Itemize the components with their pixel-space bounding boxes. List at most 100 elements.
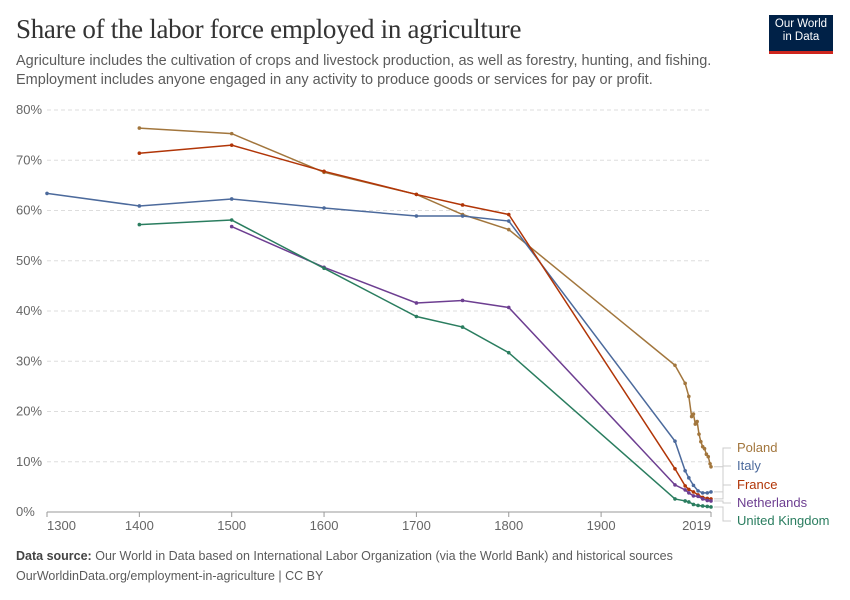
data-point xyxy=(709,499,713,503)
data-point xyxy=(691,483,696,488)
data-point xyxy=(700,497,705,501)
series-line-united-kingdom xyxy=(139,219,712,508)
data-point xyxy=(691,494,696,498)
series-line-netherlands xyxy=(231,225,712,502)
data-point xyxy=(702,446,707,451)
data-point xyxy=(687,394,691,399)
data-point xyxy=(673,483,677,487)
y-tick-label: 0% xyxy=(16,504,35,519)
data-point xyxy=(691,490,696,494)
data-point xyxy=(683,381,687,386)
data-point xyxy=(705,504,710,509)
data-point xyxy=(691,502,696,507)
data-point xyxy=(506,212,511,217)
series-line-poland xyxy=(139,127,712,467)
data-point xyxy=(683,468,687,473)
x-tick-label: 1800 xyxy=(494,518,523,533)
label-connector xyxy=(714,506,731,522)
data-point xyxy=(414,214,419,218)
x-tick-label: 1700 xyxy=(402,518,431,533)
series-label: Netherlands xyxy=(737,495,808,510)
x-tick-label: 1600 xyxy=(310,518,339,533)
series-line-italy xyxy=(46,192,712,494)
data-point xyxy=(414,301,419,305)
data-point xyxy=(709,505,713,509)
data-point xyxy=(706,454,711,459)
source-url[interactable]: OurWorldinData.org/employment-in-agricul… xyxy=(16,569,324,583)
data-point xyxy=(229,131,234,136)
data-point xyxy=(229,143,234,147)
subtitle-line: Agriculture includes the cultivation of … xyxy=(16,53,712,69)
data-point xyxy=(696,489,700,493)
data-point xyxy=(673,497,677,501)
data-point xyxy=(696,503,700,508)
data-point xyxy=(705,498,710,503)
data-point xyxy=(689,414,694,419)
data-source: Data source: Our World in Data based on … xyxy=(16,549,673,563)
chart-title: Share of the labor force employed in agr… xyxy=(16,14,522,44)
series-label: United Kingdom xyxy=(737,513,830,528)
label-connector xyxy=(714,447,731,468)
data-point xyxy=(460,214,465,218)
data-point xyxy=(506,227,511,232)
data-point xyxy=(673,363,677,368)
owid-logo[interactable]: Our World in Data xyxy=(769,15,833,54)
data-point xyxy=(137,151,142,156)
data-point xyxy=(322,169,326,174)
data-point xyxy=(687,476,691,480)
data-point xyxy=(705,491,710,495)
x-tick-label: 1500 xyxy=(217,518,246,533)
data-point xyxy=(45,191,49,196)
label-connector xyxy=(714,465,731,493)
label-connector xyxy=(714,500,731,504)
data-point xyxy=(699,439,703,444)
data-point xyxy=(229,224,234,229)
data-point xyxy=(687,491,691,495)
data-point xyxy=(695,419,699,424)
y-tick-label: 60% xyxy=(16,203,42,218)
y-tick-label: 50% xyxy=(16,253,42,268)
series-label: France xyxy=(737,477,777,492)
x-tick-label: 2019 xyxy=(682,518,711,533)
data-point xyxy=(693,422,698,426)
data-point xyxy=(673,439,677,443)
data-point xyxy=(696,494,700,499)
subtitle-line: Employment includes anyone engaged in an… xyxy=(16,72,653,88)
x-tick-label: 1400 xyxy=(125,518,154,533)
data-point xyxy=(683,484,687,488)
data-point xyxy=(709,464,713,469)
data-point xyxy=(687,500,691,504)
data-point xyxy=(708,461,712,466)
x-tick-label: 1900 xyxy=(587,518,616,533)
data-point xyxy=(460,298,465,303)
y-tick-label: 70% xyxy=(16,152,42,167)
y-tick-label: 20% xyxy=(16,404,42,419)
data-point xyxy=(697,432,701,436)
data-point xyxy=(704,452,709,457)
data-point xyxy=(683,488,687,492)
data-point xyxy=(322,266,326,271)
data-point xyxy=(414,314,419,319)
data-point xyxy=(460,203,465,207)
data-point xyxy=(709,490,713,494)
x-tick-label: 1300 xyxy=(47,518,76,533)
data-point xyxy=(506,305,511,310)
y-tick-label: 10% xyxy=(16,454,42,469)
data-point xyxy=(687,487,691,492)
data-point xyxy=(683,499,687,503)
data-point xyxy=(229,218,234,222)
data-point xyxy=(506,219,511,223)
data-point xyxy=(691,412,696,416)
series-label: Poland xyxy=(737,440,777,455)
y-tick-label: 80% xyxy=(16,102,42,117)
label-connector xyxy=(714,484,731,500)
data-point xyxy=(506,350,511,355)
data-point xyxy=(414,192,419,197)
data-point xyxy=(460,325,465,329)
chart-subtitle: Agriculture includes the cultivation of … xyxy=(16,52,756,90)
data-point xyxy=(700,491,705,495)
data-point xyxy=(137,126,142,130)
data-point xyxy=(322,206,326,210)
